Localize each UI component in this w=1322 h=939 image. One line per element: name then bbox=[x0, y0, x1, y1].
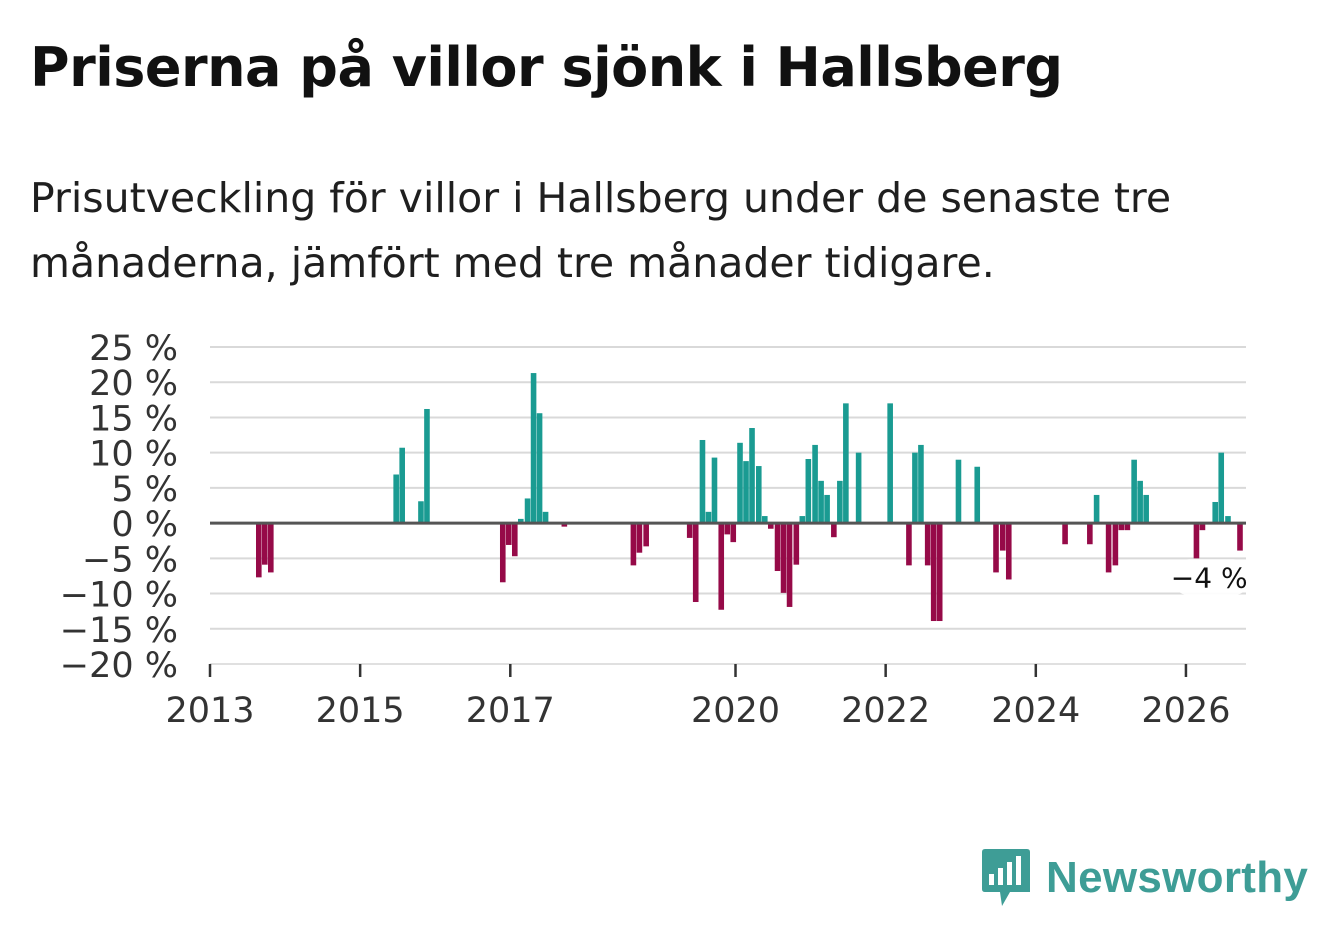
bar bbox=[793, 523, 800, 565]
bar bbox=[643, 523, 649, 547]
bar bbox=[837, 480, 843, 524]
bar bbox=[1118, 523, 1125, 531]
bar bbox=[761, 516, 768, 524]
bar bbox=[936, 523, 943, 622]
bar bbox=[1212, 501, 1219, 524]
bar bbox=[887, 403, 893, 524]
bar bbox=[999, 523, 1006, 551]
annotation-halo bbox=[1171, 559, 1252, 596]
bar bbox=[424, 408, 430, 524]
newsworthy-logo-icon bbox=[982, 849, 1030, 906]
bar bbox=[924, 523, 931, 566]
bar bbox=[1193, 523, 1200, 559]
x-tick-label: 2017 bbox=[466, 691, 555, 731]
bar-chart: 25 %20 %15 %10 %5 %0 %−5 %−10 %−15 %−20 … bbox=[60, 329, 1252, 731]
bar bbox=[831, 523, 837, 538]
y-tick-label: −20 % bbox=[60, 646, 178, 686]
bar bbox=[843, 403, 849, 524]
brand-logo: Newsworthy bbox=[980, 848, 1308, 908]
bar bbox=[730, 523, 737, 543]
bar bbox=[755, 466, 762, 524]
bar bbox=[743, 461, 749, 524]
bar bbox=[912, 452, 918, 524]
bar bbox=[1124, 523, 1131, 531]
bar bbox=[711, 457, 718, 524]
bar bbox=[262, 523, 268, 565]
bar bbox=[824, 494, 830, 524]
y-tick-label: −10 % bbox=[60, 576, 178, 616]
bar bbox=[918, 444, 924, 524]
bar bbox=[561, 523, 568, 527]
bar bbox=[505, 523, 512, 545]
latest-value-label: −4 % bbox=[1171, 561, 1248, 594]
bar bbox=[1237, 523, 1243, 551]
bar bbox=[1093, 494, 1100, 524]
bar bbox=[1199, 523, 1206, 531]
bar bbox=[511, 523, 518, 557]
brand-name: Newsworthy bbox=[1046, 853, 1309, 902]
bar bbox=[718, 523, 725, 610]
y-tick-label: 25 % bbox=[89, 329, 178, 369]
x-tick-label: 2026 bbox=[1141, 691, 1230, 731]
bar bbox=[530, 373, 537, 524]
bar bbox=[499, 523, 506, 583]
bar bbox=[1218, 452, 1225, 524]
x-tick-label: 2015 bbox=[316, 691, 405, 731]
bar bbox=[930, 523, 937, 622]
bar bbox=[767, 523, 774, 529]
bar bbox=[799, 516, 806, 524]
bar bbox=[636, 523, 643, 553]
page-title: Priserna på villor sjönk i Hallsberg bbox=[30, 36, 1063, 99]
y-tick-label: 15 % bbox=[89, 399, 178, 439]
y-tick-label: 10 % bbox=[89, 435, 178, 475]
y-tick-label: 20 % bbox=[89, 364, 178, 404]
x-tick-label: 2022 bbox=[841, 691, 930, 731]
bar bbox=[780, 523, 787, 593]
x-tick-label: 2024 bbox=[991, 691, 1080, 731]
bar bbox=[699, 439, 706, 524]
bar bbox=[724, 523, 731, 535]
y-tick-label: −15 % bbox=[60, 611, 178, 651]
bar bbox=[1143, 494, 1149, 524]
bar bbox=[818, 480, 824, 524]
bar bbox=[855, 452, 862, 524]
bar bbox=[1105, 523, 1112, 573]
bar bbox=[393, 474, 399, 524]
bar bbox=[418, 501, 424, 524]
bar bbox=[1131, 459, 1137, 524]
bar bbox=[774, 523, 781, 572]
chart-subtitle: Prisutveckling för villor i Hallsberg un… bbox=[30, 174, 1172, 287]
bar bbox=[268, 523, 274, 573]
y-tick-label: −5 % bbox=[82, 540, 178, 580]
bar bbox=[812, 444, 818, 524]
x-tick-label: 2013 bbox=[165, 691, 254, 731]
bar bbox=[1137, 480, 1143, 524]
bar bbox=[1112, 523, 1119, 566]
bar bbox=[805, 459, 812, 524]
bar bbox=[906, 523, 912, 566]
bar bbox=[692, 523, 699, 603]
bar bbox=[1087, 523, 1093, 545]
bar bbox=[705, 511, 712, 524]
bar bbox=[542, 511, 549, 524]
bar bbox=[786, 523, 793, 607]
bar bbox=[749, 428, 755, 524]
bar bbox=[955, 459, 962, 524]
bar bbox=[993, 523, 999, 573]
x-tick-label: 2020 bbox=[691, 691, 780, 731]
bar bbox=[974, 466, 981, 524]
bar bbox=[1225, 516, 1231, 524]
bar bbox=[737, 442, 743, 524]
y-tick-label: 5 % bbox=[111, 470, 178, 510]
bar bbox=[686, 523, 693, 538]
bar bbox=[1005, 523, 1012, 580]
bar bbox=[518, 518, 524, 524]
bar bbox=[630, 523, 637, 566]
bar bbox=[536, 413, 543, 524]
bar bbox=[524, 498, 531, 524]
bar bbox=[1062, 523, 1068, 545]
bar bbox=[255, 523, 262, 578]
y-tick-label: 0 % bbox=[111, 505, 178, 545]
bar bbox=[399, 447, 405, 524]
